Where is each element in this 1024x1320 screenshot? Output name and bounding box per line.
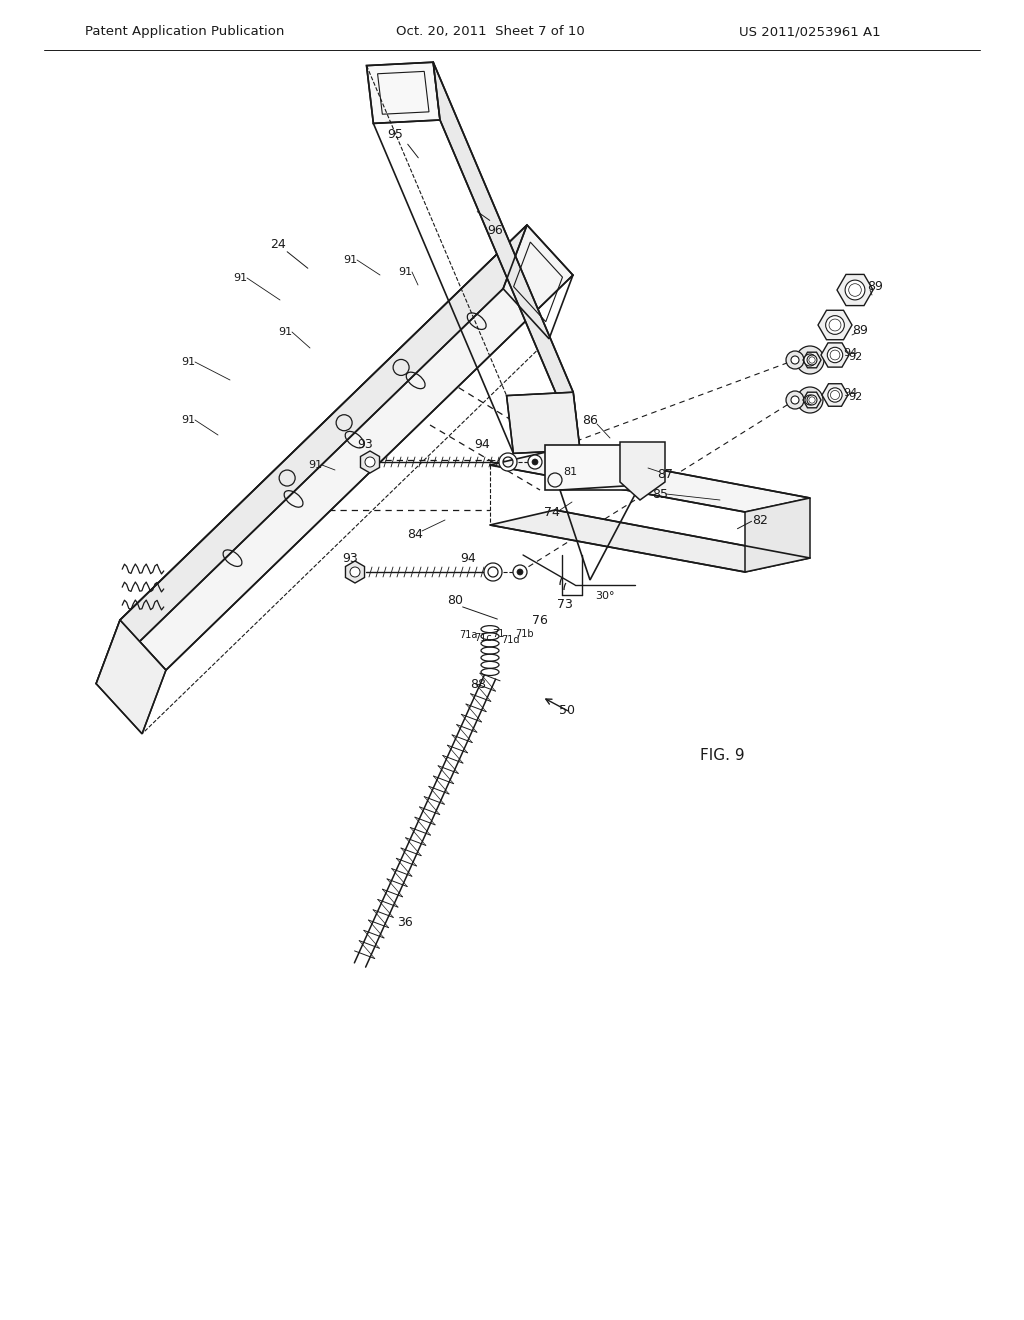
Text: FIG. 9: FIG. 9: [700, 747, 744, 763]
Text: 91: 91: [343, 255, 357, 265]
Text: 94: 94: [460, 552, 476, 565]
Circle shape: [786, 351, 804, 370]
Polygon shape: [490, 510, 810, 572]
Polygon shape: [433, 62, 580, 450]
Text: 96: 96: [487, 223, 503, 236]
Polygon shape: [821, 343, 849, 367]
Text: 81: 81: [563, 467, 578, 477]
Circle shape: [365, 457, 375, 467]
Polygon shape: [545, 445, 630, 490]
Text: 89: 89: [867, 281, 883, 293]
Text: 74: 74: [544, 507, 560, 520]
Text: 92: 92: [848, 352, 862, 362]
Circle shape: [786, 391, 804, 409]
Circle shape: [350, 568, 360, 577]
Text: 71: 71: [492, 630, 504, 639]
Text: 95: 95: [387, 128, 402, 141]
Text: 24: 24: [270, 239, 286, 252]
Text: 82: 82: [752, 513, 768, 527]
Circle shape: [791, 356, 799, 364]
Polygon shape: [837, 275, 873, 306]
Polygon shape: [367, 62, 440, 123]
Circle shape: [517, 569, 523, 576]
Circle shape: [825, 315, 845, 334]
Polygon shape: [360, 451, 380, 473]
Text: 91: 91: [181, 356, 195, 367]
Text: 80: 80: [447, 594, 463, 606]
Text: 36: 36: [397, 916, 413, 928]
Text: 92: 92: [848, 392, 862, 403]
Text: 91: 91: [308, 459, 323, 470]
Text: 89: 89: [852, 323, 868, 337]
Text: 71a: 71a: [459, 630, 477, 640]
Text: Patent Application Publication: Patent Application Publication: [85, 25, 285, 38]
Polygon shape: [803, 352, 821, 368]
Circle shape: [797, 387, 823, 413]
Text: 71c: 71c: [474, 634, 492, 643]
Text: 91: 91: [278, 327, 292, 337]
Text: 94: 94: [474, 438, 489, 451]
Circle shape: [807, 395, 817, 405]
Text: 91: 91: [181, 414, 195, 425]
Polygon shape: [345, 561, 365, 583]
Text: 73: 73: [557, 598, 573, 610]
Circle shape: [513, 565, 527, 579]
Circle shape: [845, 280, 865, 300]
Text: Oct. 20, 2011  Sheet 7 of 10: Oct. 20, 2011 Sheet 7 of 10: [395, 25, 585, 38]
Circle shape: [805, 395, 815, 405]
Polygon shape: [490, 450, 810, 512]
Polygon shape: [120, 224, 573, 671]
Polygon shape: [96, 224, 527, 684]
Circle shape: [827, 388, 842, 403]
Circle shape: [532, 459, 538, 465]
Circle shape: [791, 396, 799, 404]
Text: 94: 94: [843, 388, 857, 399]
Text: 84: 84: [408, 528, 423, 541]
Text: 30°: 30°: [595, 591, 614, 601]
Polygon shape: [803, 392, 821, 408]
Text: 50: 50: [559, 704, 575, 717]
Circle shape: [528, 455, 542, 469]
Text: 87: 87: [657, 469, 673, 482]
Text: US 2011/0253961 A1: US 2011/0253961 A1: [739, 25, 881, 38]
Text: 93: 93: [342, 552, 357, 565]
Circle shape: [796, 346, 824, 374]
Text: 71d: 71d: [501, 635, 519, 645]
Text: 91: 91: [398, 267, 412, 277]
Text: 88: 88: [470, 677, 486, 690]
Polygon shape: [507, 392, 580, 453]
Polygon shape: [818, 310, 852, 339]
Text: 76: 76: [532, 614, 548, 627]
Polygon shape: [745, 498, 810, 572]
Polygon shape: [822, 384, 848, 407]
Text: 85: 85: [652, 488, 668, 502]
Text: 93: 93: [357, 438, 373, 451]
Text: 91: 91: [232, 273, 247, 282]
Text: 86: 86: [582, 413, 598, 426]
Text: 71b: 71b: [515, 630, 534, 639]
Polygon shape: [96, 620, 166, 734]
Circle shape: [804, 354, 816, 366]
Circle shape: [827, 347, 843, 363]
Text: 94: 94: [843, 348, 857, 358]
Circle shape: [807, 355, 817, 364]
Polygon shape: [620, 442, 665, 500]
